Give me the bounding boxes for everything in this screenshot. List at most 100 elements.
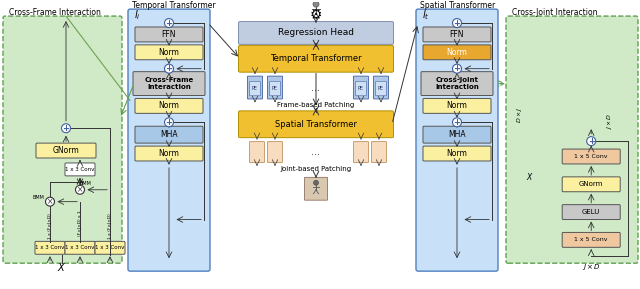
Circle shape <box>76 185 84 194</box>
FancyBboxPatch shape <box>423 146 491 161</box>
Text: +: + <box>454 18 461 27</box>
Text: ...: ... <box>312 83 321 92</box>
Text: BMM: BMM <box>32 195 44 200</box>
Text: $X$: $X$ <box>526 171 534 181</box>
FancyBboxPatch shape <box>562 232 620 247</box>
Text: PE: PE <box>358 86 364 91</box>
FancyBboxPatch shape <box>562 177 620 192</box>
FancyBboxPatch shape <box>305 177 328 200</box>
FancyBboxPatch shape <box>65 241 95 254</box>
Text: Spatial Transformer: Spatial Transformer <box>275 120 357 129</box>
Text: FFN: FFN <box>450 30 464 39</box>
Text: +: + <box>166 64 173 73</box>
Text: $l_{i}$: $l_{i}$ <box>134 8 141 22</box>
FancyBboxPatch shape <box>562 205 620 220</box>
Circle shape <box>452 18 461 27</box>
Text: Joint-based Patching: Joint-based Patching <box>280 166 351 172</box>
Text: ...: ... <box>312 147 321 157</box>
Text: 1 x 3 Conv: 1 x 3 Conv <box>65 245 95 250</box>
Circle shape <box>314 180 319 185</box>
Text: 1 x 5 Conv: 1 x 5 Conv <box>575 154 608 159</box>
Text: GNorm: GNorm <box>579 181 604 187</box>
Text: +: + <box>63 124 70 133</box>
Text: Cross-Joint
Interaction: Cross-Joint Interaction <box>435 77 479 90</box>
FancyBboxPatch shape <box>239 22 394 45</box>
FancyBboxPatch shape <box>371 142 387 162</box>
FancyBboxPatch shape <box>95 241 125 254</box>
Circle shape <box>164 64 173 73</box>
Text: Norm: Norm <box>447 101 467 110</box>
Text: +: + <box>454 118 461 127</box>
Text: Norm: Norm <box>159 149 179 158</box>
Text: 1 x (F×J×D): 1 x (F×J×D) <box>48 214 52 239</box>
Text: Norm: Norm <box>159 48 179 57</box>
Circle shape <box>587 137 596 146</box>
Text: Cross-Frame Interaction: Cross-Frame Interaction <box>9 8 101 16</box>
Text: 1 x 3 Conv: 1 x 3 Conv <box>35 245 65 250</box>
Text: +: + <box>454 64 461 73</box>
Text: Cross-Frame
Interaction: Cross-Frame Interaction <box>145 77 194 90</box>
FancyBboxPatch shape <box>250 81 260 96</box>
FancyBboxPatch shape <box>135 27 203 42</box>
Text: 1 x 5 Conv: 1 x 5 Conv <box>575 237 608 242</box>
Text: $J \times D$: $J \times D$ <box>582 262 600 272</box>
Text: +: + <box>166 18 173 27</box>
FancyBboxPatch shape <box>135 146 203 161</box>
Text: BMM: BMM <box>79 181 91 186</box>
Text: PE: PE <box>378 86 384 91</box>
Text: Temporal Transformer: Temporal Transformer <box>270 54 362 63</box>
Text: Norm: Norm <box>447 149 467 158</box>
Text: GELU: GELU <box>582 209 600 215</box>
FancyBboxPatch shape <box>250 142 264 162</box>
Text: Norm: Norm <box>159 101 179 110</box>
Text: Norm: Norm <box>447 48 467 57</box>
Text: Regression Head: Regression Head <box>278 28 354 38</box>
Text: (F×J×D) x 1: (F×J×D) x 1 <box>78 211 82 236</box>
Text: ⚙: ⚙ <box>310 8 323 22</box>
Circle shape <box>452 118 461 127</box>
Circle shape <box>164 18 173 27</box>
Text: Temporal Transformer: Temporal Transformer <box>132 1 216 10</box>
FancyBboxPatch shape <box>36 143 96 158</box>
Text: PE: PE <box>272 86 278 91</box>
FancyBboxPatch shape <box>269 81 280 96</box>
FancyBboxPatch shape <box>268 76 282 99</box>
Text: $\times$: $\times$ <box>76 185 84 194</box>
FancyBboxPatch shape <box>65 163 95 176</box>
Circle shape <box>61 124 70 133</box>
Text: 1 x 3 Conv: 1 x 3 Conv <box>65 167 95 172</box>
Text: $\times$: $\times$ <box>46 197 54 206</box>
Text: $X$: $X$ <box>58 261 67 273</box>
FancyBboxPatch shape <box>248 76 262 99</box>
FancyBboxPatch shape <box>423 27 491 42</box>
Text: GNorm: GNorm <box>52 146 79 155</box>
Text: MHA: MHA <box>448 130 466 139</box>
FancyBboxPatch shape <box>3 16 122 263</box>
FancyBboxPatch shape <box>356 81 366 96</box>
FancyBboxPatch shape <box>416 9 498 271</box>
Text: 1 x 3 Conv: 1 x 3 Conv <box>95 245 125 250</box>
FancyBboxPatch shape <box>423 126 491 143</box>
Text: Cross-Joint Interaction: Cross-Joint Interaction <box>512 8 598 16</box>
Circle shape <box>313 1 319 7</box>
FancyBboxPatch shape <box>268 142 282 162</box>
FancyBboxPatch shape <box>35 241 65 254</box>
FancyBboxPatch shape <box>421 72 493 95</box>
Text: $J \times D$: $J \times D$ <box>605 113 614 130</box>
FancyBboxPatch shape <box>135 45 203 60</box>
Text: +: + <box>166 118 173 127</box>
FancyBboxPatch shape <box>423 99 491 113</box>
FancyBboxPatch shape <box>133 72 205 95</box>
Text: FFN: FFN <box>162 30 176 39</box>
FancyBboxPatch shape <box>562 149 620 164</box>
Circle shape <box>452 64 461 73</box>
FancyBboxPatch shape <box>135 126 203 143</box>
FancyBboxPatch shape <box>374 76 388 99</box>
Text: +: + <box>588 137 595 146</box>
FancyBboxPatch shape <box>376 81 387 96</box>
Text: PE: PE <box>252 86 258 91</box>
Text: MHA: MHA <box>160 130 178 139</box>
Text: Spatial Transformer: Spatial Transformer <box>420 1 495 10</box>
FancyBboxPatch shape <box>353 142 369 162</box>
Circle shape <box>164 118 173 127</box>
